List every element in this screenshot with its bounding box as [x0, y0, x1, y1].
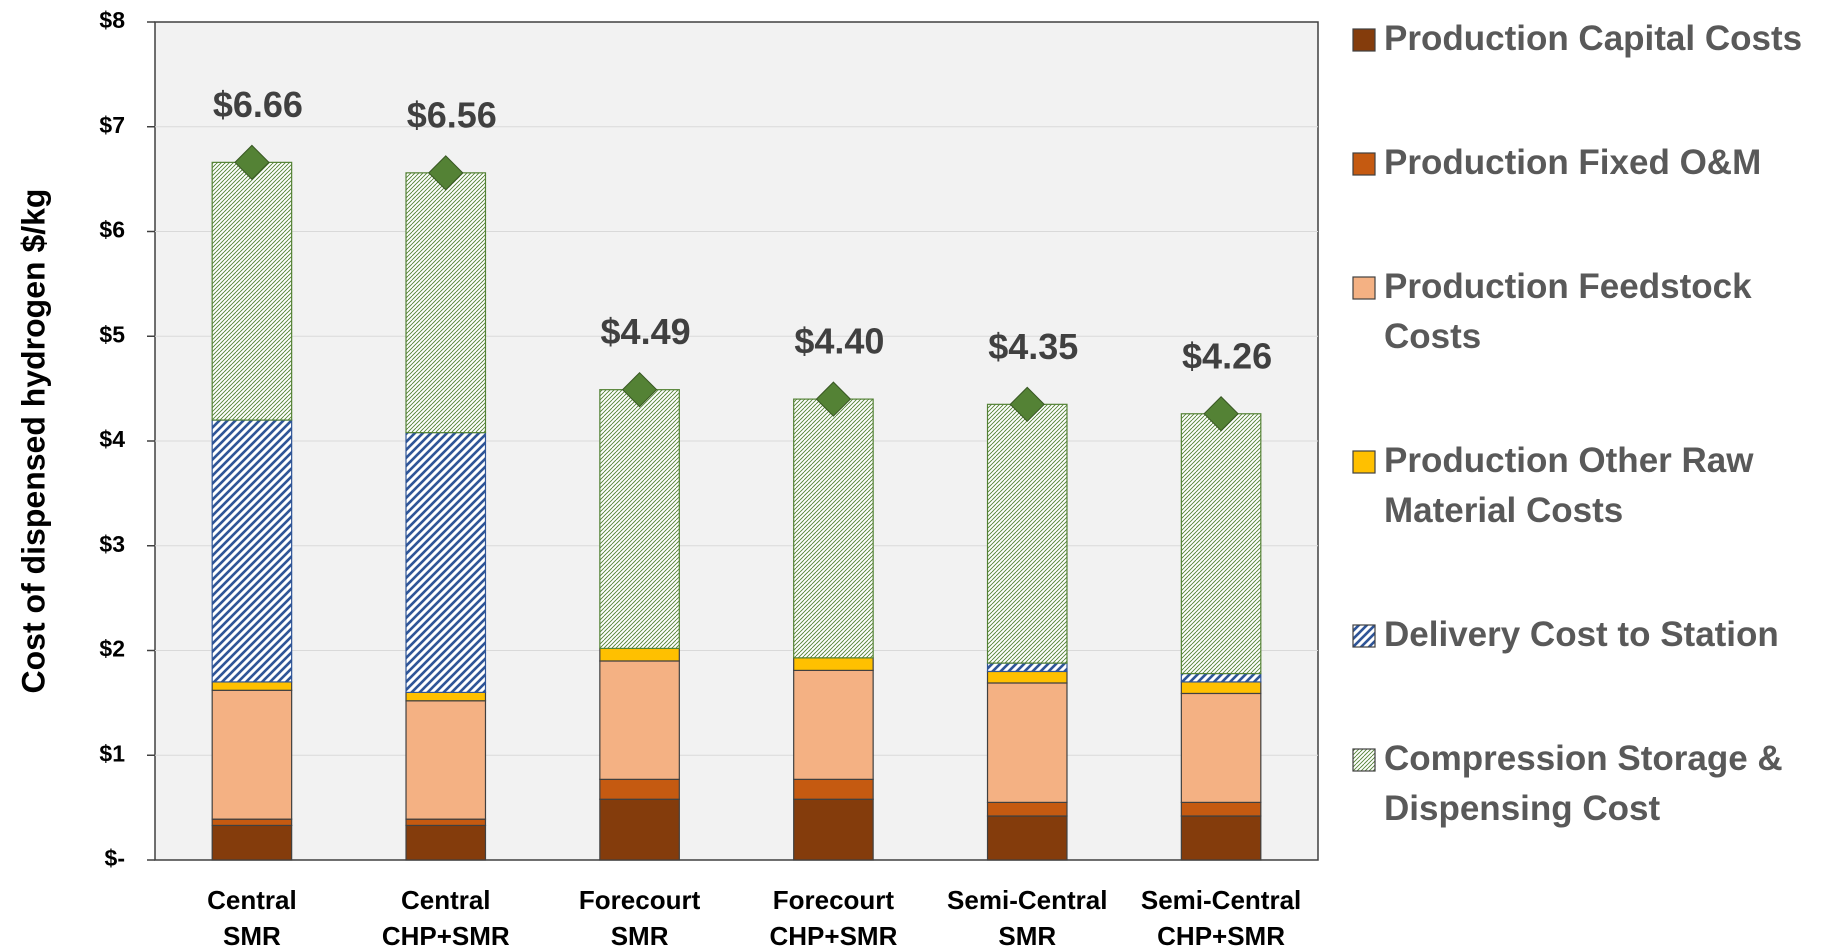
- bar-segment: [405, 691, 487, 702]
- x-tick-label: SMR: [998, 921, 1056, 947]
- legend-swatch: [1352, 450, 1376, 474]
- legend-label: Compression Storage & Dispensing Cost: [1384, 739, 1783, 828]
- y-tick-label: $8: [99, 7, 125, 33]
- y-tick-label: $7: [99, 112, 125, 138]
- x-tick-label: Central: [401, 885, 491, 915]
- bar-segment: [793, 398, 874, 659]
- bar-segment: [1180, 413, 1262, 675]
- total-marker: [1009, 386, 1045, 423]
- total-label: $6.56: [407, 94, 497, 135]
- bar-segment: [599, 389, 680, 650]
- bar-segment: [405, 172, 487, 434]
- legend-label: Production Capital Costs: [1384, 19, 1803, 58]
- bar-segment: [1180, 681, 1262, 695]
- total-marker: [621, 371, 658, 408]
- y-tick-label: $1: [99, 740, 125, 766]
- y-axis-title: Cost of dispensed hydrogen $/kg: [15, 189, 51, 694]
- bar-segment: [793, 778, 874, 800]
- bar-segment: [211, 818, 293, 827]
- x-tick-label: CHP+SMR: [769, 921, 897, 947]
- total-label: $4.26: [1182, 335, 1272, 376]
- legend-swatch: [1352, 276, 1376, 300]
- x-tick-label: Forecourt: [579, 885, 701, 915]
- legend-label: Production Fixed O&M: [1384, 143, 1762, 182]
- x-tick-label: Semi-Central: [1141, 885, 1301, 915]
- y-tick-label: $4: [99, 426, 125, 452]
- bar-segment: [405, 700, 487, 820]
- x-tick-label: Semi-Central: [947, 885, 1107, 915]
- legend-label: Delivery Cost to Station: [1384, 615, 1779, 654]
- bar-segment: [211, 689, 293, 820]
- y-tick-label: $-: [105, 845, 125, 871]
- legend-swatch: [1352, 748, 1376, 772]
- bar-segment: [211, 161, 293, 421]
- bar-segment: [986, 670, 1068, 684]
- total-marker: [1203, 396, 1239, 432]
- bar-segment: [599, 778, 680, 800]
- bar-segment: [793, 669, 874, 780]
- total-label: $6.66: [213, 84, 303, 125]
- legend-item: Production Fixed O&M: [1352, 138, 1817, 188]
- legend-item: Production Feedstock Costs: [1352, 262, 1817, 362]
- bar-segment: [793, 657, 874, 672]
- legend-label: Production Other Raw Material Costs: [1384, 441, 1754, 530]
- bar-segment: [986, 662, 1068, 673]
- legend-item: Delivery Cost to Station: [1352, 610, 1817, 660]
- bar-segment: [211, 824, 293, 861]
- bar-segment: [986, 682, 1068, 803]
- bar-segment: [986, 403, 1068, 664]
- legend: Production Capital Costs Production Fixed…: [1352, 14, 1817, 834]
- bar-segment: [405, 818, 487, 827]
- total-label: $4.49: [601, 311, 691, 352]
- legend-item: Compression Storage & Dispensing Cost: [1352, 734, 1817, 834]
- total-marker: [428, 155, 464, 191]
- bar-segment: [1180, 801, 1262, 817]
- total-marker: [234, 144, 270, 181]
- bar-segment: [599, 660, 680, 780]
- x-tick-label: Central: [207, 885, 297, 915]
- bar-segment: [599, 647, 680, 662]
- legend-label: Production Feedstock Costs: [1384, 267, 1752, 356]
- x-tick-label: CHP+SMR: [1157, 921, 1285, 947]
- bar-segment: [211, 419, 293, 683]
- x-tick-label: SMR: [223, 921, 281, 947]
- x-tick-label: Forecourt: [773, 885, 895, 915]
- bar-segment: [211, 681, 293, 691]
- y-tick-label: $5: [99, 321, 125, 347]
- total-label: $4.40: [794, 321, 884, 362]
- legend-swatch: [1352, 152, 1376, 176]
- bar-segment: [405, 824, 487, 861]
- legend-item: Production Other Raw Material Costs: [1352, 436, 1817, 536]
- bar-segment: [793, 798, 874, 861]
- bar-segment: [986, 801, 1068, 817]
- bar-segment: [405, 432, 487, 693]
- legend-item: Production Capital Costs: [1352, 14, 1817, 64]
- total-label: $4.35: [988, 326, 1078, 367]
- y-tick-label: $3: [99, 531, 125, 557]
- total-marker: [815, 381, 852, 417]
- x-tick-label: CHP+SMR: [382, 921, 510, 947]
- y-tick-label: $2: [99, 636, 125, 662]
- bar-segment: [1180, 692, 1262, 803]
- y-tick-label: $6: [99, 217, 125, 243]
- bar-segment: [599, 798, 680, 861]
- legend-swatch: [1352, 624, 1376, 648]
- legend-swatch: [1352, 28, 1376, 52]
- bar-segment: [1180, 672, 1262, 683]
- x-tick-label: SMR: [611, 921, 669, 947]
- bar-segment: [986, 815, 1068, 861]
- bar-segment: [1180, 815, 1262, 861]
